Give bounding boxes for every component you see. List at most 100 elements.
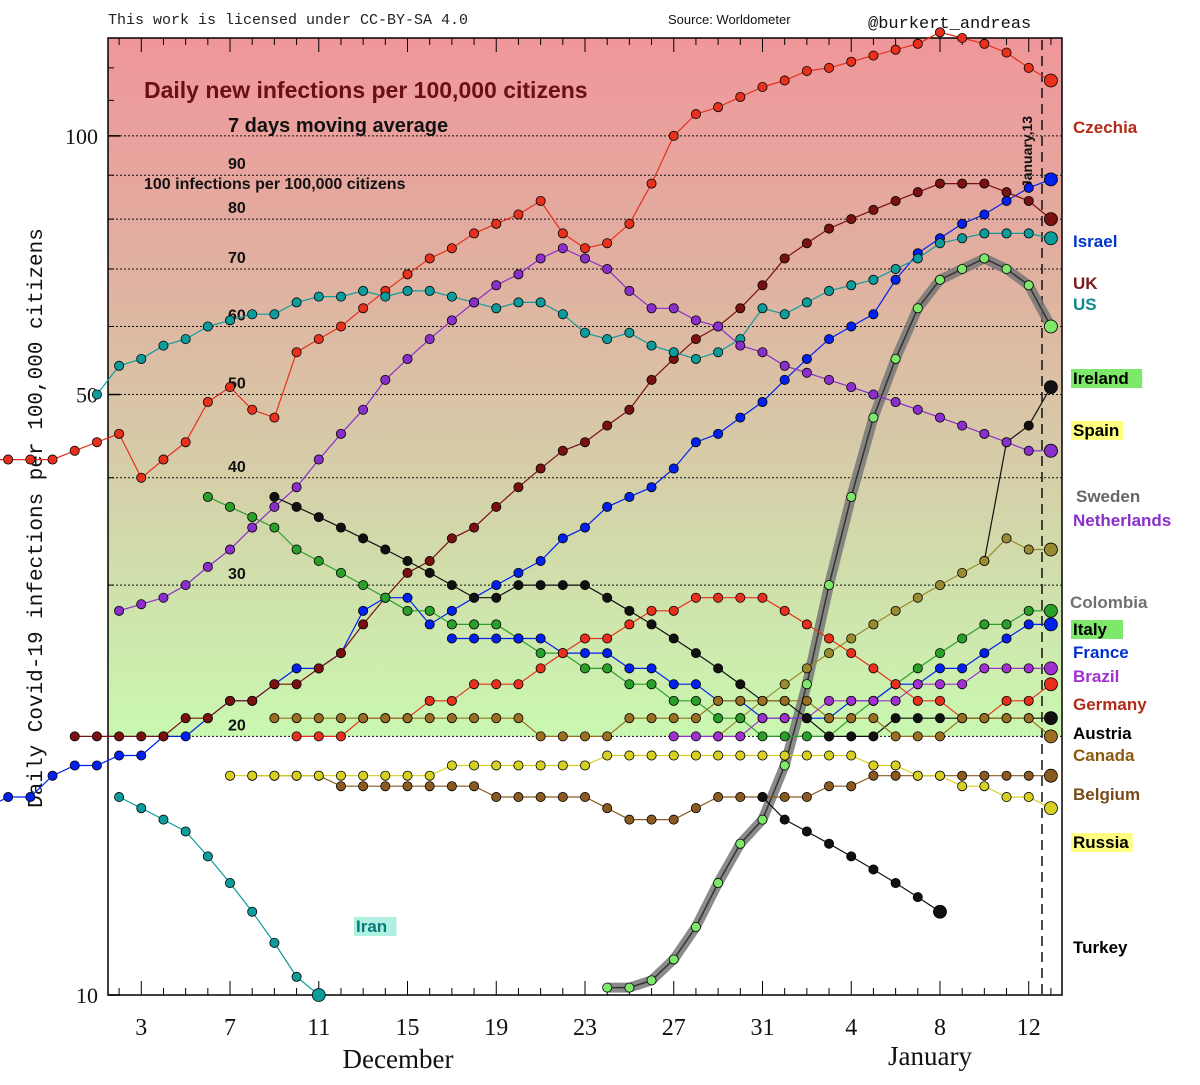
data-point-italy bbox=[380, 592, 391, 603]
series-line-colombia bbox=[717, 537, 1051, 737]
data-point-uk bbox=[934, 178, 945, 189]
data-point-belgium bbox=[801, 792, 812, 803]
data-point-ireland bbox=[690, 921, 701, 932]
data-point-canada bbox=[757, 695, 768, 706]
y-tick-label-100: 100 bbox=[65, 124, 98, 149]
data-point-ireland bbox=[1023, 280, 1034, 291]
data-point-us bbox=[291, 297, 302, 308]
data-point-us bbox=[668, 347, 679, 358]
series-russia bbox=[225, 750, 1058, 816]
data-point-us bbox=[646, 340, 657, 351]
data-point-austria bbox=[491, 592, 502, 603]
data-point-canada bbox=[779, 695, 790, 706]
data-point-czechia bbox=[513, 209, 524, 220]
data-point-netherlands bbox=[602, 263, 613, 274]
data-point-czechia bbox=[668, 130, 679, 141]
data-point-italy bbox=[1023, 605, 1034, 616]
data-point-austria bbox=[380, 544, 391, 555]
data-point-germany bbox=[846, 648, 857, 659]
legend-label-us: US bbox=[1073, 295, 1097, 314]
data-point-austria bbox=[846, 731, 857, 742]
data-point-russia bbox=[380, 770, 391, 781]
data-point-colombia bbox=[824, 648, 835, 659]
data-point-germany bbox=[469, 679, 480, 690]
data-point-germany bbox=[513, 679, 524, 690]
legend-label-colombia: Colombia bbox=[1070, 593, 1148, 612]
y-axis-label: Daily Covid-19 infections per 100,000 ci… bbox=[26, 228, 49, 808]
data-point-italy bbox=[957, 633, 968, 644]
data-point-czechia bbox=[25, 454, 36, 465]
data-point-france bbox=[491, 633, 502, 644]
axes: 10 50 100 3 7 11 15 19 23 27 31 4 8 12 bbox=[65, 38, 1052, 1041]
data-point-netherlands bbox=[580, 253, 591, 264]
data-point-netherlands bbox=[890, 397, 901, 408]
data-point-netherlands bbox=[868, 389, 879, 400]
data-point-belgium bbox=[580, 792, 591, 803]
data-point-brazil bbox=[957, 679, 968, 690]
data-point-czechia bbox=[580, 243, 591, 254]
data-point-belgium bbox=[690, 803, 701, 814]
data-point-france bbox=[446, 633, 457, 644]
data-point-uk bbox=[358, 619, 369, 630]
data-point-ireland bbox=[912, 303, 923, 314]
series-netherlands bbox=[114, 243, 1058, 616]
data-point-czechia bbox=[114, 428, 125, 439]
data-point-netherlands bbox=[114, 605, 125, 616]
data-point-italy bbox=[1001, 619, 1012, 630]
data-point-netherlands bbox=[846, 382, 857, 393]
data-point-brazil bbox=[779, 713, 790, 724]
data-point-israel bbox=[868, 309, 879, 320]
legend-label-turkey: Turkey bbox=[1073, 938, 1128, 957]
data-point-ireland bbox=[868, 412, 879, 423]
data-point-germany bbox=[868, 663, 879, 674]
data-point-czechia bbox=[735, 91, 746, 102]
data-point-netherlands bbox=[979, 428, 990, 439]
x-tick-label-8: 8 bbox=[934, 1015, 946, 1041]
data-point-ireland bbox=[668, 954, 679, 965]
data-point-uk bbox=[690, 334, 701, 345]
data-point-austria bbox=[868, 731, 879, 742]
data-point-germany bbox=[624, 619, 635, 630]
data-point-czechia bbox=[957, 33, 968, 44]
data-point-netherlands bbox=[269, 501, 280, 512]
data-point-uk bbox=[513, 482, 524, 493]
legend-label-germany: Germany bbox=[1073, 695, 1147, 714]
data-point-austria bbox=[513, 580, 524, 591]
x-tick-label-4: 4 bbox=[845, 1015, 857, 1041]
legend-label-france: France bbox=[1073, 643, 1129, 662]
data-point-netherlands bbox=[247, 522, 258, 533]
data-point-uk bbox=[225, 695, 236, 706]
data-point-canada bbox=[424, 713, 435, 724]
data-point-russia bbox=[424, 770, 435, 781]
data-point-belgium bbox=[868, 770, 879, 781]
data-point-italy bbox=[335, 567, 346, 578]
data-point-netherlands bbox=[180, 580, 191, 591]
reference-label-90: 90 bbox=[228, 156, 246, 173]
data-point-germany bbox=[557, 648, 568, 659]
series-layer bbox=[0, 27, 1058, 1002]
data-point-israel bbox=[1001, 195, 1012, 206]
data-point-us bbox=[269, 309, 280, 320]
legend-label-austria: Austria bbox=[1073, 724, 1132, 743]
data-point-netherlands bbox=[557, 243, 568, 254]
data-point-italy bbox=[491, 619, 502, 630]
data-point-ireland bbox=[624, 982, 635, 993]
data-point-italy bbox=[247, 512, 258, 523]
data-point-austria bbox=[934, 713, 945, 724]
series-canada bbox=[269, 695, 1058, 744]
data-point-germany bbox=[335, 731, 346, 742]
data-point-austria bbox=[335, 522, 346, 533]
data-point-israel bbox=[402, 592, 413, 603]
data-point-czechia bbox=[69, 445, 80, 456]
data-point-israel bbox=[668, 463, 679, 474]
data-point-colombia bbox=[1044, 542, 1058, 557]
data-point-canada bbox=[690, 713, 701, 724]
data-point-czechia bbox=[180, 437, 191, 448]
data-point-czechia bbox=[846, 56, 857, 67]
series-line-russia bbox=[230, 754, 1052, 809]
data-point-austria bbox=[602, 592, 613, 603]
data-point-austria bbox=[580, 580, 591, 591]
data-point-netherlands bbox=[446, 315, 457, 326]
data-point-us bbox=[779, 309, 790, 320]
data-point-austria bbox=[646, 619, 657, 630]
